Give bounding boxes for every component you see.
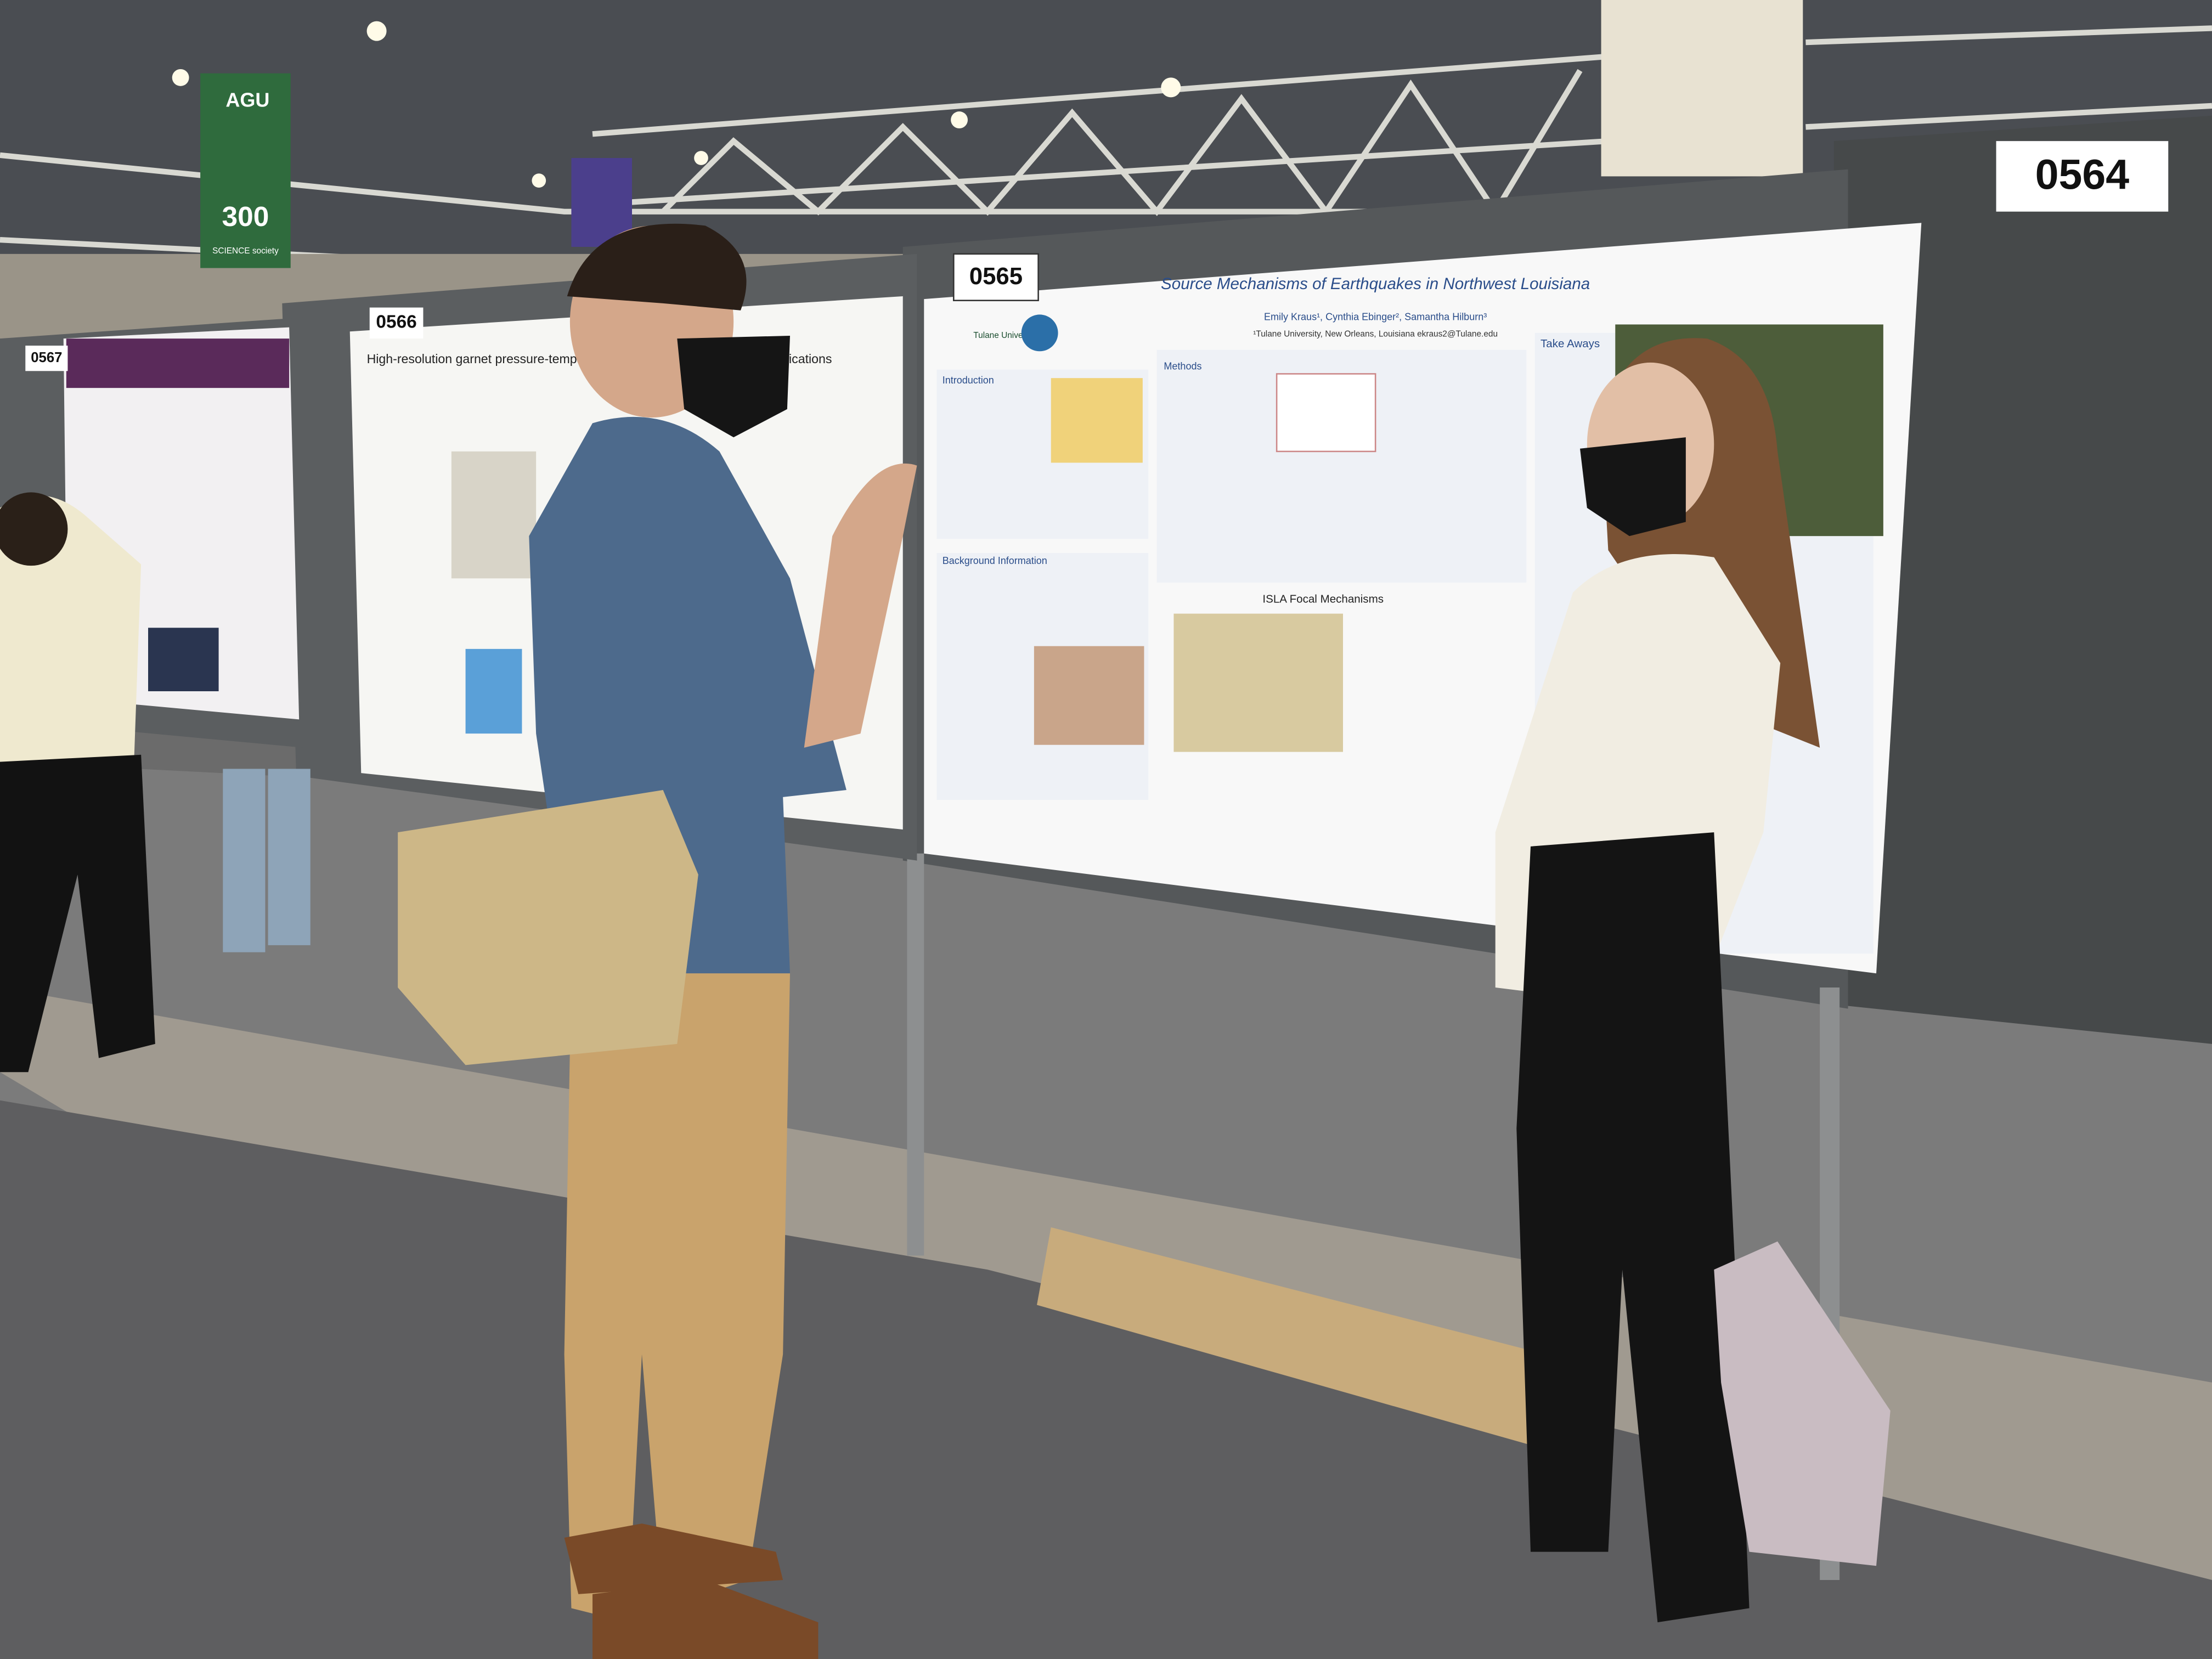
woman-pants — [1516, 832, 1750, 1623]
man-hand — [804, 463, 917, 748]
poster-figure — [148, 628, 219, 691]
poster-figure — [451, 451, 537, 579]
booth-sign — [1996, 141, 2169, 212]
booth-number: 0564 — [2035, 151, 2130, 198]
man-shoes — [564, 1523, 783, 1594]
man-mask — [677, 336, 790, 438]
person-legs — [223, 769, 266, 952]
board-leg — [907, 853, 924, 1256]
booth-number: 0565 — [969, 263, 1023, 290]
backpack — [1714, 1241, 1891, 1566]
agu-banner — [200, 73, 291, 268]
map-figure — [1173, 613, 1343, 752]
purple-banner — [571, 158, 632, 247]
person-legs — [268, 769, 311, 945]
woman-mask — [1580, 437, 1686, 537]
poster-figure — [465, 648, 522, 734]
section-header: Background Information — [943, 555, 1047, 566]
section-header: Methods — [1164, 360, 1201, 371]
man-pants — [564, 973, 790, 1623]
section-header: Take Aways — [1541, 337, 1600, 350]
poster-title: Source Mechanisms of Earthquakes in Nort… — [1161, 275, 1590, 293]
cardboard-box — [1037, 1227, 1573, 1453]
section-header: ISLA Focal Mechanisms — [1262, 592, 1384, 605]
poster-figure — [1051, 378, 1143, 463]
booth-sign — [953, 253, 1039, 301]
man-bag — [398, 790, 698, 1065]
banner-caption: SCIENCE society — [212, 246, 279, 256]
person-left-pants — [0, 754, 155, 1073]
logo-circle — [1021, 314, 1058, 352]
booth-sign — [369, 307, 424, 339]
poster-affiliation: ¹Tulane University, New Orleans, Louisia… — [1253, 330, 1498, 339]
poster-header — [66, 338, 290, 388]
board-right — [1833, 115, 2212, 1044]
banner-number: 300 — [222, 200, 269, 232]
booth-number: 0566 — [376, 312, 416, 332]
pillar — [1601, 0, 1803, 177]
poster-figure — [1034, 646, 1144, 745]
man-hair — [567, 223, 747, 311]
poster-authors: Emily Kraus¹, Cynthia Ebinger², Samantha… — [1264, 311, 1487, 322]
lights — [172, 21, 1181, 188]
man-shoes — [592, 1580, 819, 1659]
booth-sign — [25, 346, 68, 371]
person-left-hair — [0, 492, 68, 566]
booth-number: 0567 — [31, 350, 62, 365]
section-header: Introduction — [943, 375, 994, 386]
banner-brand: AGU — [225, 89, 269, 111]
poster-figure — [1276, 373, 1376, 453]
